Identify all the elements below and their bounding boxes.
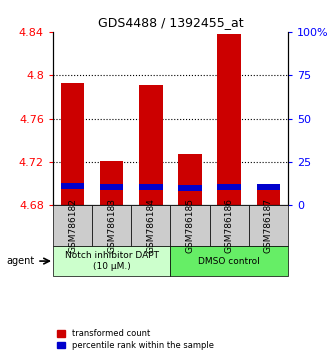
- Text: Notch inhibitor DAPT
(10 μM.): Notch inhibitor DAPT (10 μM.): [65, 251, 159, 271]
- Text: agent: agent: [7, 256, 35, 266]
- Title: GDS4488 / 1392455_at: GDS4488 / 1392455_at: [98, 16, 243, 29]
- Bar: [217, 34, 241, 205]
- Text: GSM786187: GSM786187: [264, 198, 273, 253]
- Text: GSM786184: GSM786184: [146, 198, 155, 253]
- Text: GSM786182: GSM786182: [68, 198, 77, 253]
- Bar: [61, 83, 84, 205]
- Bar: [178, 185, 202, 191]
- Text: GSM786183: GSM786183: [107, 198, 116, 253]
- Text: GSM786185: GSM786185: [186, 198, 195, 253]
- Bar: [139, 184, 163, 190]
- Text: GSM786186: GSM786186: [225, 198, 234, 253]
- Text: DMSO control: DMSO control: [198, 257, 260, 266]
- Bar: [257, 184, 280, 190]
- Bar: [61, 183, 84, 189]
- Bar: [139, 85, 163, 205]
- Legend: transformed count, percentile rank within the sample: transformed count, percentile rank withi…: [57, 329, 214, 350]
- Bar: [217, 184, 241, 190]
- Bar: [100, 161, 123, 205]
- Bar: [100, 184, 123, 190]
- Bar: [257, 184, 280, 205]
- Bar: [178, 154, 202, 205]
